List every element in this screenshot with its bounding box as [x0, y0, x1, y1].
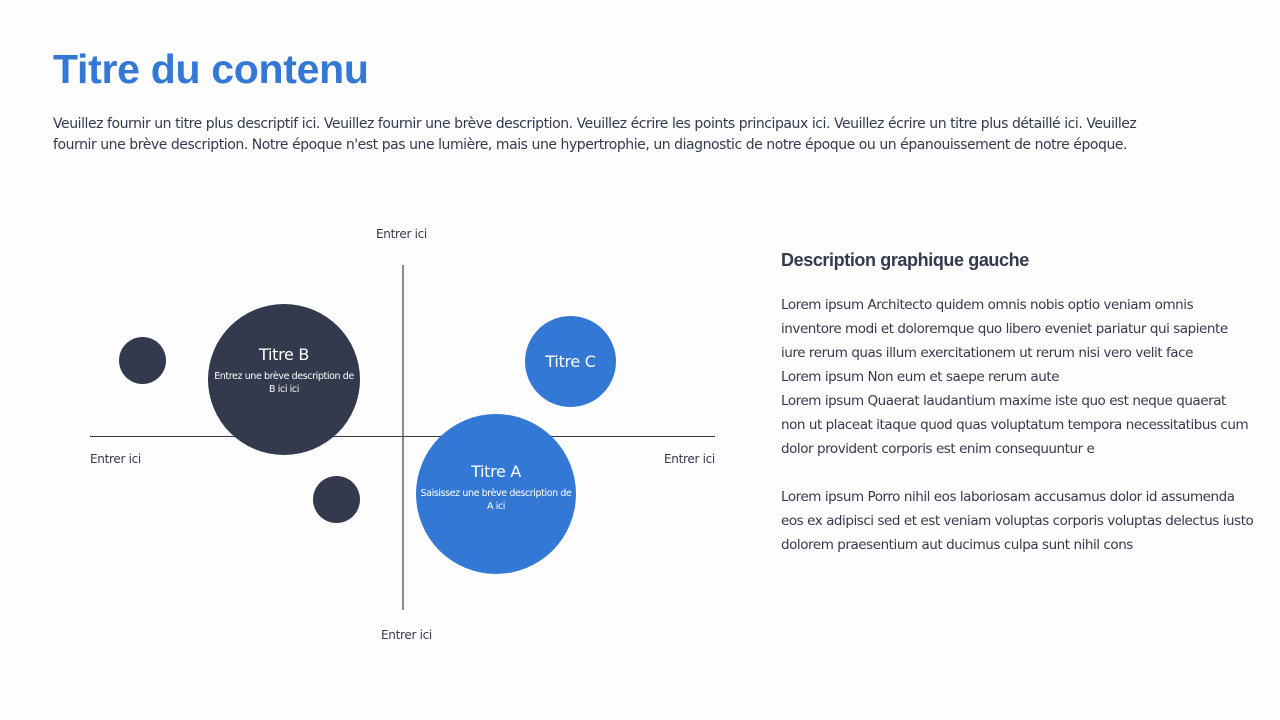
paragraph-gap — [781, 461, 1253, 485]
bubble-b: Titre B Entrez une brève description de … — [208, 304, 360, 455]
description-heading: Description graphique gauche — [781, 250, 1029, 270]
axis-label-right: Entrer ici — [664, 452, 715, 466]
vertical-axis — [402, 265, 404, 610]
description-line: non ut placeat itaque quod quas voluptat… — [781, 417, 1249, 433]
bubble-title: Titre C — [545, 352, 596, 371]
description-line: eos ex adipisci sed et est veniam volupt… — [781, 513, 1254, 529]
small-bubble — [119, 337, 166, 384]
bubble-description: Saisissez une brève description de A ici — [420, 487, 572, 512]
description-line: Lorem ipsum Porro nihil eos laboriosam a… — [781, 489, 1235, 505]
bubble-description: Entrez une brève description de B ici ic… — [214, 371, 354, 395]
description-line: inventore modi et doloremque quo libero … — [781, 321, 1228, 337]
description-line: dolorem praesentium aut ducimus culpa su… — [781, 537, 1133, 553]
description-body: Lorem ipsum Architecto quidem omnis nobi… — [781, 293, 1254, 557]
bubble-title: Titre B — [258, 345, 310, 364]
small-bubble — [313, 476, 360, 523]
intro-text: Veuillez fournir un titre plus descripti… — [53, 116, 1137, 153]
description-line: dolor provident corporis est enim conseq… — [781, 441, 1095, 457]
description-line: iure rerum quas illum exercitationem ut … — [781, 345, 1193, 361]
axis-label-top: Entrer ici — [376, 227, 427, 241]
description-line: Lorem ipsum Quaerat laudantium maxime is… — [781, 393, 1226, 409]
bubble-c: Titre C — [525, 316, 616, 407]
bubble-title: Titre A — [470, 461, 521, 481]
description-line: Lorem ipsum Non eum et saepe rerum aute — [781, 369, 1060, 385]
axis-label-left: Entrer ici — [90, 452, 141, 466]
horizontal-axis — [90, 436, 715, 437]
description-line: Lorem ipsum Architecto quidem omnis nobi… — [781, 297, 1194, 313]
axis-label-bottom: Entrer ici — [381, 628, 432, 642]
page-title: Titre du contenu — [53, 46, 369, 92]
bubble-a: Titre A Saisissez une brève description … — [416, 414, 576, 574]
